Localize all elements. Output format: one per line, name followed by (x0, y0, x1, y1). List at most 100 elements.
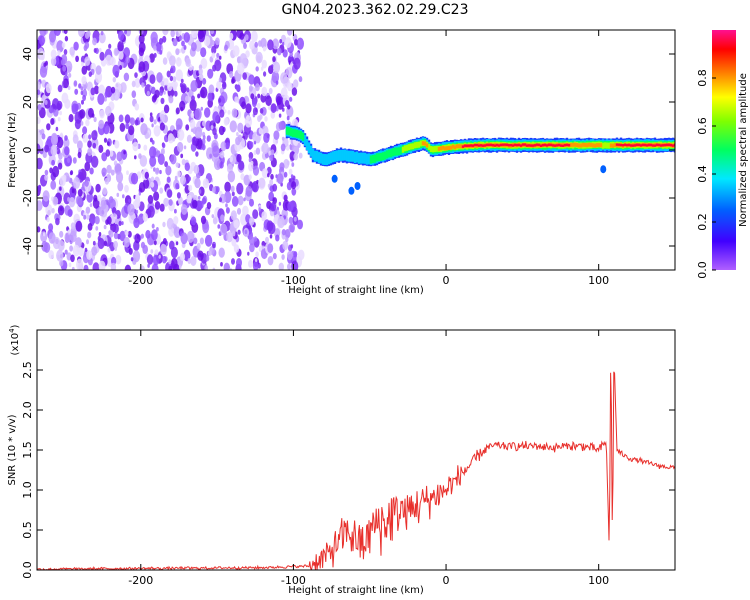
noise-blob (272, 38, 279, 50)
noise-blob (51, 207, 55, 214)
signal-cell (613, 143, 617, 148)
noise-blob (270, 111, 276, 119)
noise-blob (202, 78, 207, 85)
signal-cell (497, 144, 501, 147)
noise-blob (293, 79, 299, 89)
noise-blob (260, 37, 267, 49)
signal-cell (617, 143, 621, 146)
noise-blob (236, 258, 242, 268)
noise-blob (61, 42, 66, 49)
noise-blob (262, 46, 266, 52)
noise-blob (153, 52, 157, 58)
signal-cell (635, 143, 639, 146)
noise-blob (266, 200, 272, 210)
noise-blob (108, 43, 112, 49)
noise-blob (124, 264, 132, 270)
noise-blob (173, 226, 181, 238)
noise-blob (172, 84, 177, 91)
snr-multiplier-base: (x10 (10, 333, 21, 356)
noise-blob (190, 80, 198, 92)
signal-cell (477, 144, 481, 147)
noise-blob (156, 72, 163, 83)
noise-blob (267, 243, 274, 254)
colorbar-tick-label: 0.6 (696, 117, 709, 135)
signal-cell (553, 144, 557, 147)
noise-blob (120, 82, 127, 93)
noise-blob (231, 108, 238, 118)
noise-blob (169, 75, 174, 82)
noise-blob (48, 223, 54, 232)
noise-blob (149, 146, 157, 159)
noise-blob (246, 114, 250, 121)
noise-blob (105, 105, 112, 117)
signal-cell (379, 152, 383, 161)
noise-blob (151, 86, 156, 95)
noise-blob (180, 175, 186, 185)
noise-blob (236, 182, 244, 195)
signal-cell (417, 141, 421, 148)
signal-cell (323, 154, 327, 165)
noise-blob (261, 245, 265, 250)
signal-cell (335, 150, 339, 162)
signal-cell (649, 143, 653, 147)
noise-blob (177, 129, 185, 141)
noise-blob (249, 40, 255, 50)
signal-cell (491, 144, 495, 147)
noise-blob (156, 227, 159, 232)
signal-cell (481, 144, 485, 147)
noise-blob (75, 55, 79, 62)
noise-blob (117, 181, 124, 192)
noise-blob (247, 251, 250, 256)
x-tick-label: 100 (588, 274, 609, 287)
noise-blob (258, 207, 262, 212)
noise-blob (290, 174, 294, 179)
signal-cell (557, 143, 561, 147)
noise-blob (86, 214, 90, 220)
noise-blob (98, 119, 105, 129)
signal-cell (607, 142, 611, 149)
noise-blob (88, 71, 93, 77)
noise-blob (270, 103, 277, 113)
noise-blob (249, 236, 255, 246)
noise-blob (87, 147, 93, 157)
noise-blob (206, 135, 211, 142)
signal-cell (517, 143, 521, 147)
noise-blob (41, 133, 46, 140)
noise-blob (194, 126, 203, 139)
signal-cell (627, 143, 631, 147)
noise-blob (95, 183, 101, 193)
noise-blob (149, 115, 154, 123)
signal-cell (657, 143, 661, 147)
noise-blob (215, 37, 220, 46)
signal-cell (341, 149, 345, 161)
noise-blob (163, 104, 170, 114)
noise-blob (233, 219, 239, 229)
noise-blob (128, 198, 131, 203)
noise-blob (191, 42, 197, 52)
noise-blob (189, 119, 196, 129)
noise-blob (191, 95, 195, 102)
colorbar-gradient (712, 30, 736, 270)
noise-blob (181, 40, 185, 47)
noise-blob (64, 146, 70, 156)
noise-blob (42, 190, 50, 202)
noise-blob (269, 179, 274, 186)
signal-cell (449, 145, 453, 150)
signal-cell (489, 143, 493, 147)
noise-blob (197, 93, 201, 99)
noise-blob (287, 263, 291, 270)
x-tick-label: -100 (281, 274, 306, 287)
noise-blob (270, 173, 274, 180)
noise-blob (45, 83, 52, 94)
noise-blob (166, 176, 171, 183)
noise-blob (268, 191, 275, 202)
noise-blob (229, 156, 233, 163)
signal-cell (407, 144, 411, 151)
noise-blob (116, 151, 123, 162)
noise-blob (226, 231, 233, 243)
noise-blob (68, 72, 72, 78)
noise-blob (236, 84, 241, 92)
signal-cell (395, 147, 399, 156)
noise-blob (140, 241, 146, 249)
signal-cell (363, 152, 367, 164)
